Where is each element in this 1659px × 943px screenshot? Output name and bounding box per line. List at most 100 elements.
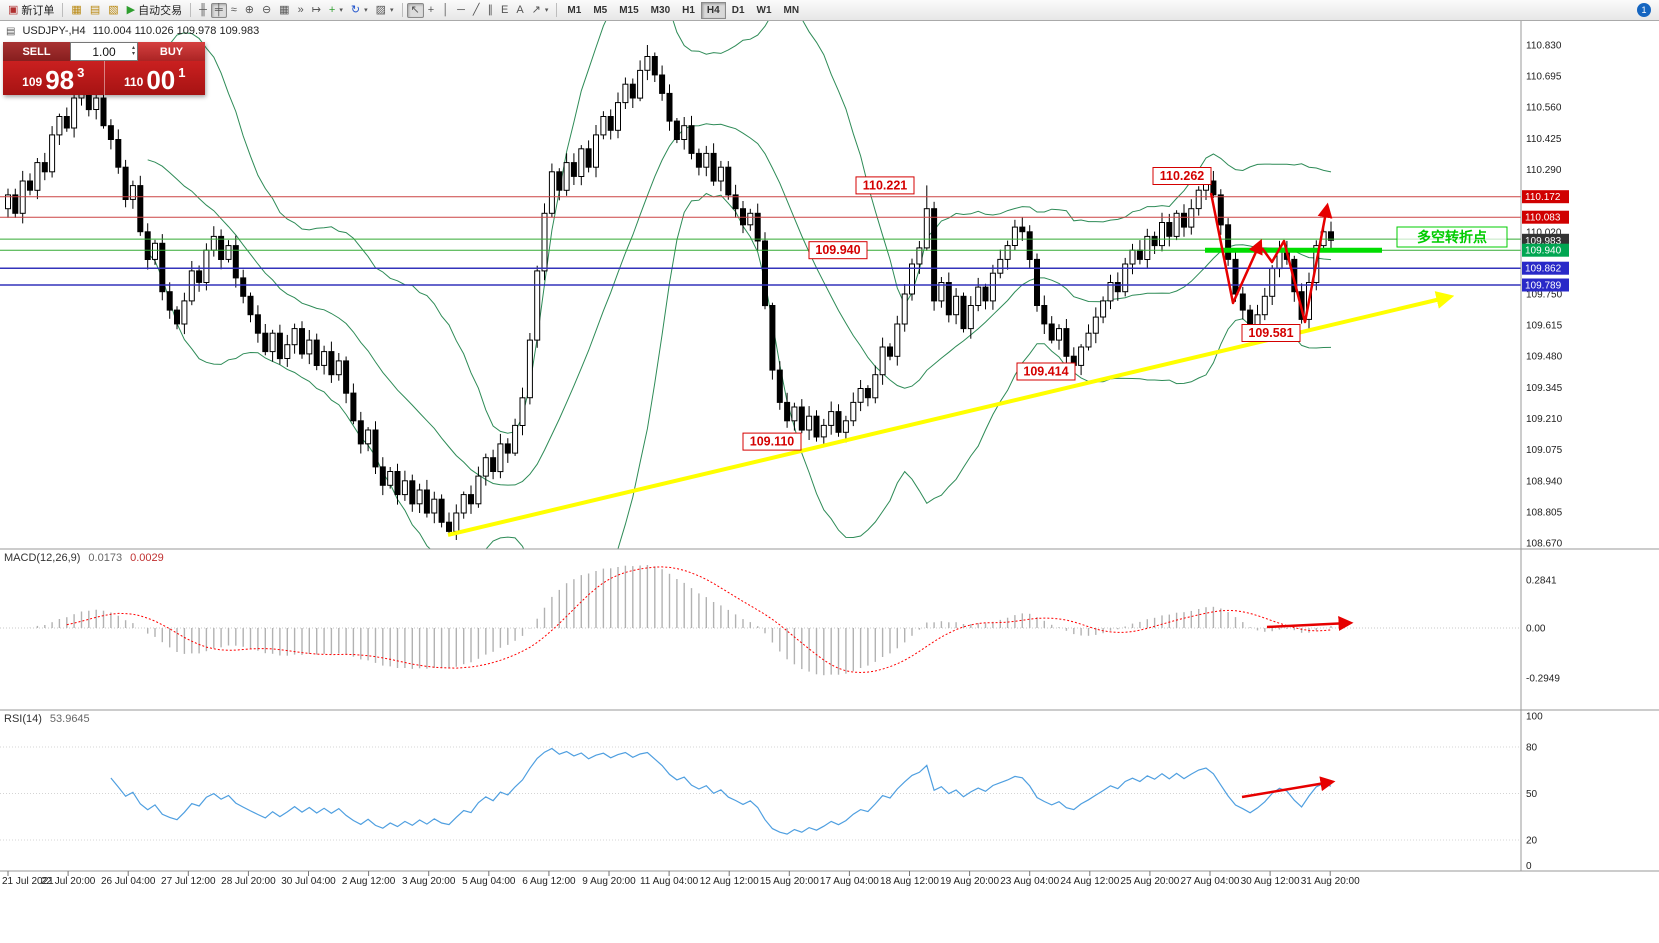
buy-price[interactable]: 110 00 1	[103, 61, 206, 95]
strategy-navigator-icon[interactable]: ▧	[104, 3, 122, 18]
bar-chart-icon[interactable]: ╫	[195, 3, 211, 18]
time-axis-label[interactable]: 27 Aug 04:00	[1181, 876, 1240, 887]
price-axis-label: 110.290	[1526, 165, 1562, 176]
bollinger-bands	[147, 21, 1332, 549]
tf-w1[interactable]: W1	[756, 4, 772, 16]
time-axis-label[interactable]: 17 Aug 04:00	[820, 876, 879, 887]
fibonacci-icon[interactable]: E	[497, 3, 512, 18]
candlestick-chart-icon[interactable]: ╪	[210, 2, 227, 18]
price-label-box[interactable]	[808, 241, 868, 260]
time-axis-label[interactable]: 18 Aug 12:00	[880, 876, 939, 887]
rsi-axis-label: 0	[1526, 861, 1532, 872]
templates-icon-dropdown-icon[interactable]: ▾	[390, 7, 394, 14]
price-label-box[interactable]	[1152, 167, 1212, 185]
tf-m1[interactable]: M1	[567, 4, 582, 16]
time-axis-label[interactable]: 6 Aug 12:00	[522, 876, 576, 887]
candlestick	[1269, 268, 1276, 297]
time-axis-label[interactable]: 23 Aug 04:00	[1000, 876, 1059, 887]
time-axis-label[interactable]: 11 Aug 04:00	[640, 876, 699, 887]
tf-d1[interactable]: D1	[731, 4, 745, 16]
charts-window-icon[interactable]: ▦	[67, 3, 85, 18]
time-axis-label[interactable]: 2 Aug 12:00	[342, 876, 396, 887]
time-axis-label[interactable]: 21 Jul 2021	[2, 876, 54, 887]
trendline-icon[interactable]: ╱	[469, 3, 484, 18]
time-axis-label[interactable]: 25 Aug 20:00	[1120, 876, 1179, 887]
price-label-boxes[interactable]: 110.221 110.262 109.940 109.414 109.110 109.5…	[742, 167, 1301, 451]
volume-down-icon[interactable]: ▾	[131, 51, 135, 57]
periods-icon[interactable]: ↻ ▾	[347, 3, 372, 18]
tf-m30[interactable]: M30	[650, 4, 671, 16]
line-chart-icon[interactable]: ≈	[227, 3, 241, 18]
macd-arrow[interactable]	[1266, 616, 1354, 632]
candlestick	[600, 116, 607, 136]
vertical-line-icon[interactable]: │	[438, 3, 453, 18]
candles-series	[5, 45, 1334, 540]
note-box[interactable]	[1396, 226, 1508, 248]
buy-button[interactable]: BUY	[138, 42, 205, 61]
time-axis-label[interactable]: 12 Aug 12:00	[700, 876, 759, 887]
horizontal-line-icon[interactable]: ─	[453, 3, 469, 18]
price-label-box[interactable]	[742, 432, 802, 451]
horizontal-levels[interactable]	[0, 196, 1521, 286]
auto-trading-button[interactable]: ▶ 自动交易	[126, 3, 183, 17]
channel-icon[interactable]: ∥	[483, 3, 497, 18]
indicators-icon-dropdown-icon[interactable]: ▾	[339, 7, 343, 14]
time-axis-label[interactable]: 30 Jul 04:00	[281, 876, 336, 887]
sell-price[interactable]: 109 98 3	[3, 61, 104, 95]
notifications-badge[interactable]: 1	[1637, 3, 1651, 17]
price-label-box[interactable]	[855, 176, 915, 195]
sell-button[interactable]: SELL	[3, 42, 70, 61]
crosshair-icon[interactable]: +	[424, 3, 438, 18]
candlestick	[1004, 245, 1011, 260]
time-axis-label[interactable]: 27 Jul 12:00	[161, 876, 216, 887]
templates-icon[interactable]: ▨ ▾	[372, 3, 398, 18]
time-axis-label[interactable]: 3 Aug 20:00	[402, 876, 456, 887]
tf-h4[interactable]: H4	[700, 1, 726, 19]
volume-input[interactable]: 1.00 ▴ ▾	[70, 42, 138, 61]
time-axis-label[interactable]: 19 Aug 20:00	[940, 876, 999, 887]
candlestick	[1041, 305, 1048, 325]
rsi-value: 53.9645	[49, 713, 90, 725]
time-axis-label[interactable]: 24 Aug 12:00	[1060, 876, 1119, 887]
auto-scroll-icon[interactable]: »	[294, 3, 308, 18]
tf-m5[interactable]: M5	[593, 4, 608, 16]
indicators-icon[interactable]: + ▾	[325, 3, 347, 18]
candlestick	[34, 162, 41, 191]
volume-up-icon[interactable]: ▴	[131, 45, 135, 51]
chart-shift-icon[interactable]: ↦	[308, 3, 325, 18]
arrows-icon[interactable]: ↗ ▾	[528, 3, 553, 18]
time-axis-label[interactable]: 9 Aug 20:00	[582, 876, 636, 887]
price-axis-label: 108.940	[1526, 476, 1563, 487]
zoom-in-icon[interactable]: ⊕	[241, 3, 258, 18]
time-axis-label[interactable]: 28 Jul 20:00	[221, 876, 276, 887]
price-label-box[interactable]	[1016, 362, 1076, 381]
candlestick	[5, 194, 11, 210]
time-axis-label[interactable]: 31 Aug 20:00	[1301, 876, 1360, 887]
time-axis-label[interactable]: 26 Jul 04:00	[101, 876, 156, 887]
arrows-icon-dropdown-icon[interactable]: ▾	[544, 7, 549, 14]
data-window-icon[interactable]: ▤	[86, 3, 104, 18]
zoom-out-icon[interactable]: ⊖	[258, 3, 275, 18]
zigzag-arrow[interactable]	[1209, 192, 1263, 305]
cursor-icon[interactable]: ↖	[406, 2, 424, 18]
sell-price-pipette: 3	[77, 65, 85, 80]
text-icon[interactable]: A	[512, 3, 527, 18]
new-order-button[interactable]: ▣ 新订单	[8, 3, 55, 17]
volume-spinner[interactable]: ▴ ▾	[132, 45, 135, 57]
tf-m15[interactable]: M15	[619, 4, 639, 16]
zigzag-arrow[interactable]	[1260, 202, 1333, 324]
candlestick	[232, 245, 239, 279]
price-label-box[interactable]	[1241, 324, 1301, 342]
time-axis-label[interactable]: 15 Aug 20:00	[760, 876, 819, 887]
tf-h1[interactable]: H1	[682, 4, 695, 16]
candlestick	[872, 374, 879, 399]
tile-windows-icon[interactable]: ▦	[275, 3, 293, 18]
time-axis-label[interactable]: 5 Aug 04:00	[462, 876, 516, 887]
periods-icon-dropdown-icon[interactable]: ▾	[364, 7, 368, 14]
candlestick	[269, 332, 276, 353]
time-axis-label[interactable]: 30 Aug 12:00	[1241, 876, 1300, 887]
tf-mn[interactable]: MN	[783, 4, 800, 16]
time-axis-label[interactable]: 22 Jul 20:00	[41, 876, 96, 887]
rsi-arrow[interactable]	[1241, 776, 1336, 799]
candlestick	[276, 332, 283, 360]
